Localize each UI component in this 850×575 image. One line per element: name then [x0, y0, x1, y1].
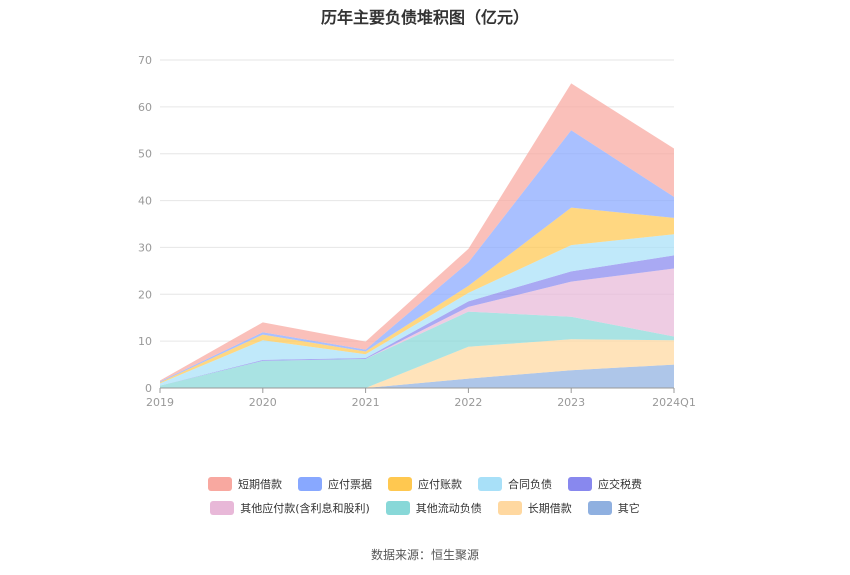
- legend-label: 长期借款: [527, 502, 572, 515]
- chart-area: 0 10 20 30 40 50 60 70 2019 2020 2021 2022 2023 2024Q…: [138, 54, 696, 409]
- area-series-长期借款: [160, 339, 674, 388]
- y-tick-label: 40: [138, 195, 152, 208]
- legend-swatch: [388, 477, 412, 491]
- legend-row: 其他应付款(含利息和股利) 其他流动负债 长期借款 其它: [0, 496, 850, 520]
- legend-item[interactable]: 短期借款: [208, 476, 282, 492]
- legend-label: 短期借款: [238, 478, 282, 491]
- legend-swatch: [478, 477, 502, 491]
- legend: 短期借款 应付票据 应付账款 合同负债 应交税费 其他应付款(含利息和股利) 其他流动负债…: [0, 472, 850, 520]
- legend-item[interactable]: 应付票据: [298, 476, 372, 492]
- area-series-其他应付款含利息和股利: [160, 268, 674, 386]
- area-series-应付账款: [160, 207, 674, 384]
- y-tick-label: 0: [145, 382, 152, 395]
- legend-item[interactable]: 其它: [587, 500, 640, 516]
- x-tick-label: 2024Q1: [652, 396, 696, 409]
- area-series-合同负债: [160, 234, 674, 386]
- data-source: 数据来源：恒生聚源: [370, 548, 479, 562]
- axis-layer: 0 10 20 30 40 50 60 70 2019 2020 2021 2022 2023 2024Q…: [138, 54, 696, 409]
- area-series-其他流动负债: [160, 311, 674, 388]
- y-tick-label: 30: [138, 241, 152, 254]
- x-tick-label: 2023: [557, 396, 585, 409]
- x-tick-label: 2021: [352, 396, 380, 409]
- y-tick-label: 20: [138, 288, 152, 301]
- y-tick-label: 70: [138, 54, 152, 67]
- x-tick-label: 2019: [146, 396, 174, 409]
- legend-swatch: [497, 501, 522, 515]
- legend-label: 应付票据: [328, 478, 372, 491]
- legend-item[interactable]: 长期借款: [497, 500, 572, 516]
- legend-label: 应交税费: [598, 478, 642, 491]
- area-series-其它: [160, 364, 674, 388]
- area-series-短期借款: [160, 83, 674, 382]
- area-layer: [160, 83, 674, 388]
- legend-label: 合同负债: [508, 478, 552, 491]
- x-tick-label: 2022: [454, 396, 482, 409]
- y-tick-label: 50: [138, 148, 152, 161]
- legend-swatch: [385, 501, 410, 515]
- legend-item[interactable]: 应交税费: [568, 476, 642, 492]
- legend-swatch: [568, 477, 592, 491]
- legend-swatch: [208, 477, 232, 491]
- chart-title: 历年主要负债堆积图（亿元）: [320, 8, 529, 27]
- legend-label: 其他应付款(含利息和股利): [240, 502, 370, 515]
- legend-row: 短期借款 应付票据 应付账款 合同负债 应交税费: [0, 472, 850, 496]
- y-tick-label: 10: [138, 335, 152, 348]
- legend-label: 应付账款: [418, 478, 462, 491]
- legend-item[interactable]: 其他流动负债: [385, 500, 482, 516]
- legend-item[interactable]: 其他应付款(含利息和股利): [210, 500, 370, 516]
- x-tick-label: 2020: [249, 396, 277, 409]
- legend-swatch: [587, 501, 612, 515]
- y-tick-label: 60: [138, 101, 152, 114]
- area-series-应交税费: [160, 255, 674, 386]
- legend-label: 其他流动负债: [415, 502, 482, 515]
- legend-label: 其它: [617, 502, 640, 515]
- legend-item[interactable]: 合同负债: [478, 476, 552, 492]
- legend-item[interactable]: 应付账款: [388, 476, 462, 492]
- legend-swatch: [210, 501, 235, 515]
- area-series-应付票据: [160, 130, 674, 383]
- legend-swatch: [298, 477, 322, 491]
